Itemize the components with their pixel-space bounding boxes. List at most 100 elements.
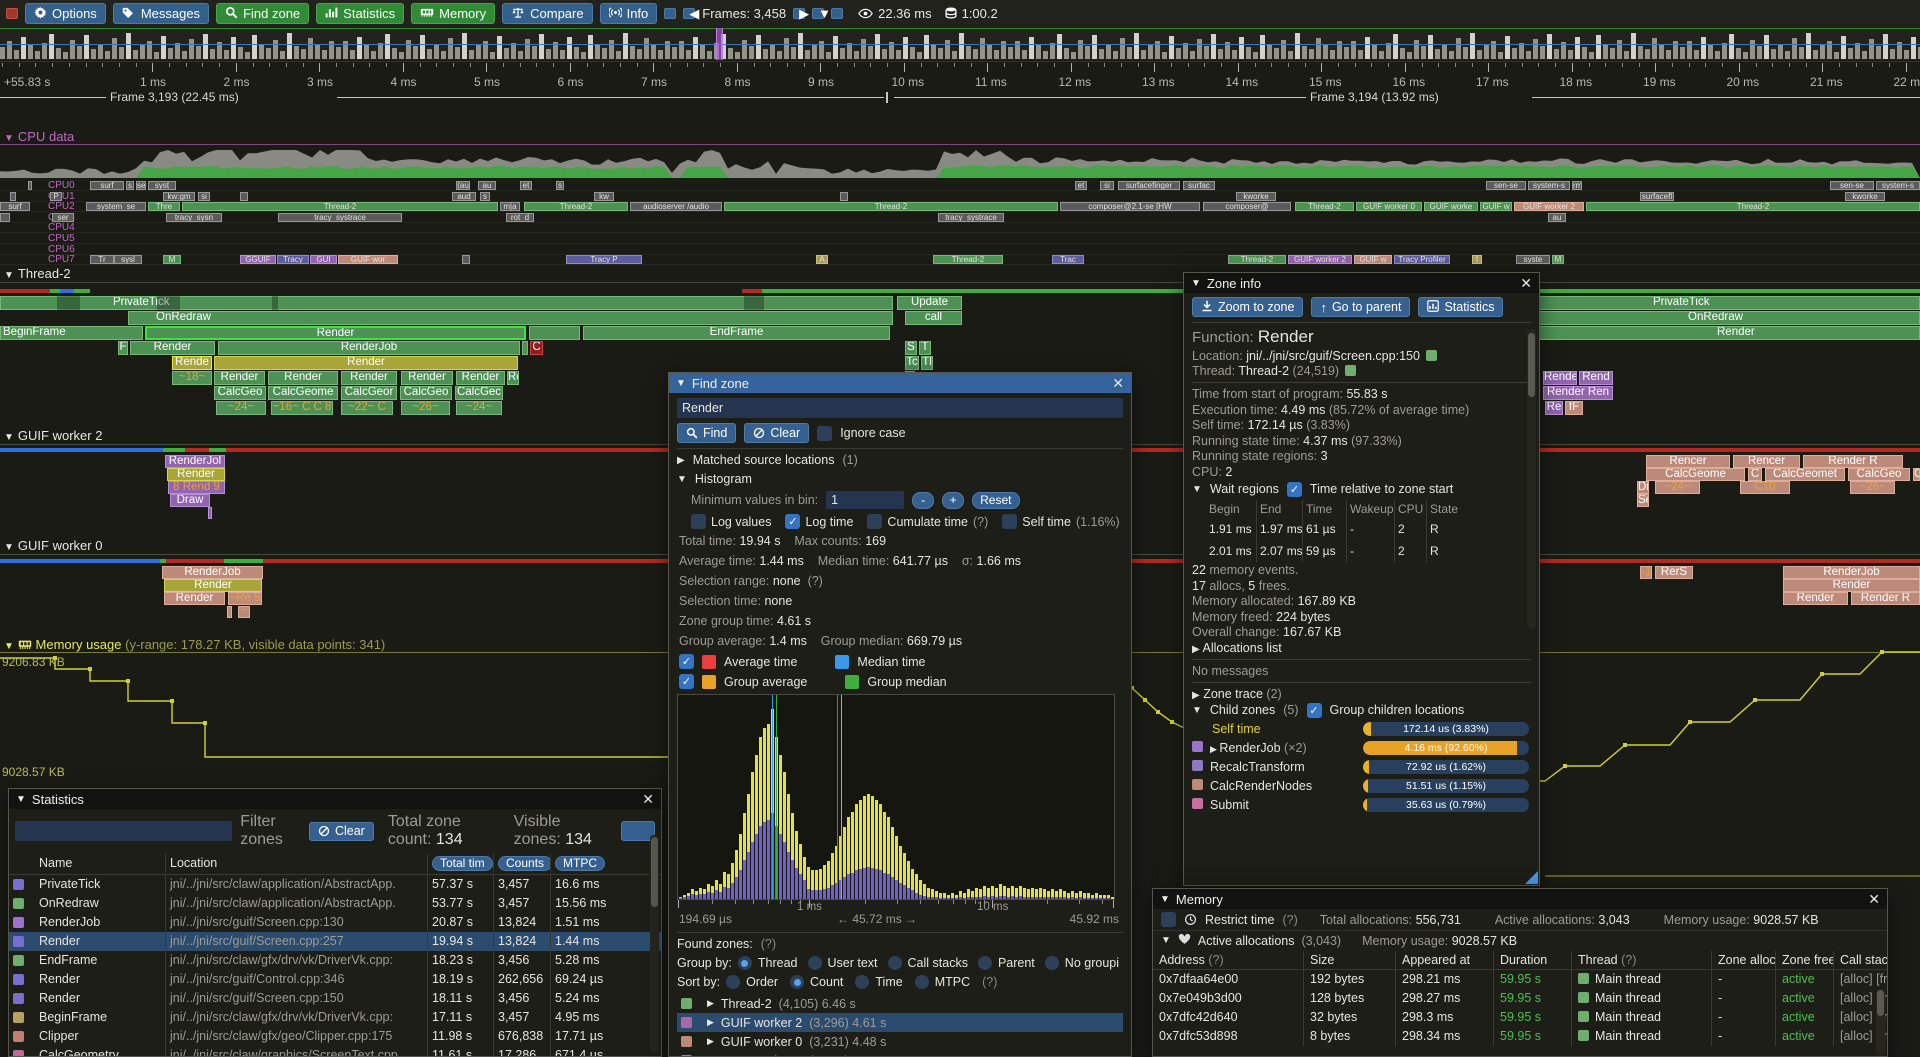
timeline-zone[interactable]: CalcGec: [455, 386, 503, 400]
cpu-zone[interactable]: Thread-2: [1295, 202, 1354, 212]
timeline-zone[interactable]: CalcGeomet: [1765, 468, 1845, 481]
timeline-zone[interactable]: Render: [167, 468, 225, 481]
clear-button[interactable]: Clear: [744, 423, 810, 443]
cpu-zone[interactable]: [28, 181, 32, 190]
frame-time-graph[interactable]: [0, 28, 1920, 60]
collapse-icon[interactable]: ▼: [1161, 935, 1171, 946]
timeline-zone[interactable]: EndFrame: [583, 326, 890, 340]
cpu-zone[interactable]: rm: [1572, 181, 1582, 190]
timeline-zone[interactable]: Tl: [921, 356, 933, 370]
timeline-zone[interactable]: ~26~: [401, 401, 450, 415]
cpu-zone[interactable]: surf: [0, 202, 30, 212]
cpu-zone[interactable]: Thread-2: [1586, 202, 1920, 212]
clear-filter-button[interactable]: Clear: [308, 821, 374, 841]
thread-header-thread-2[interactable]: ▼ Thread-2: [4, 266, 71, 281]
timeline-zone[interactable]: Render: [401, 371, 453, 385]
thread-header-guif-worker-2[interactable]: ▼ GUIF worker 2: [4, 428, 103, 443]
cpu-zone[interactable]: M: [163, 255, 181, 265]
timeline-zone[interactable]: CalcGeor: [341, 386, 397, 400]
found-zone-group[interactable]: ▶ GUIF worker 0 (3,231) 4.48 s: [677, 1032, 1123, 1051]
column-header-total[interactable]: Total tim: [427, 854, 493, 873]
column-header-duration[interactable]: Duration: [1493, 951, 1571, 970]
cpu-zone[interactable]: s: [126, 181, 134, 190]
cpu-zone[interactable]: se: [136, 181, 146, 190]
clipped-button[interactable]: [620, 821, 656, 841]
time-axis[interactable]: 1 ms 2 ms 3 ms 4 ms 5 ms 6 ms 7 ms 8 ms 9 ms 10 m…: [0, 61, 1920, 90]
cpu-zone[interactable]: rot_d: [506, 212, 534, 222]
timeline-zone[interactable]: PrivateTick: [0, 296, 893, 310]
cpu-zone[interactable]: GUIF worker 2: [1288, 255, 1352, 265]
compare-button[interactable]: Compare: [502, 3, 593, 24]
timeline-zone[interactable]: Dra: [1637, 481, 1649, 494]
cpu-zone[interactable]: surfacefinger: [1118, 181, 1180, 190]
collapse-icon[interactable]: ▼: [1191, 277, 1201, 289]
timeline-zone[interactable]: [529, 326, 580, 340]
cpu-zone[interactable]: I: [1472, 255, 1482, 265]
zone-trace[interactable]: ▶ Zone trace (2): [1192, 686, 1282, 701]
column-header-call-stack[interactable]: Call stack: [1833, 951, 1887, 970]
timeline-zone[interactable]: Re: [1545, 401, 1563, 415]
cpu-zone[interactable]: system-s: [1876, 181, 1920, 190]
log-values-checkbox[interactable]: [691, 514, 706, 529]
column-header-zone-free[interactable]: Zone free: [1775, 951, 1833, 970]
found-zone-group[interactable]: ▶ GUIF worker 2 (3,296) 4.61 s: [677, 1013, 1123, 1032]
cpu-zone[interactable]: M: [1552, 255, 1564, 265]
cpu-zone[interactable]: si: [1100, 181, 1114, 190]
timeline-zone[interactable]: CalcGeo: [214, 386, 266, 400]
cpu-zone[interactable]: kw: [594, 191, 614, 201]
cpu-zone[interactable]: Thread-2: [524, 202, 628, 212]
timeline-zone[interactable]: Render: [1783, 579, 1920, 592]
find-button[interactable]: Find: [677, 423, 737, 443]
found-zone-group[interactable]: ▶GUIF worker 1(3,192) 4.39 s: [677, 1051, 1123, 1056]
cpu-zone[interactable]: au: [1548, 212, 1566, 222]
cpu-zone[interactable]: GUI: [310, 255, 337, 265]
timeline-zone[interactable]: ~Re 5: [228, 592, 262, 605]
column-header-counts[interactable]: Counts: [493, 854, 550, 873]
column-header-mtpc[interactable]: MTPC: [550, 854, 629, 873]
find-zone-button[interactable]: Find zone: [216, 3, 310, 24]
memory-usage-header[interactable]: ▼ Memory usage (y-range: 178.27 KB, visi…: [4, 637, 386, 652]
go-to-parent-button[interactable]: ↑ Go to parent: [1311, 297, 1411, 317]
statistics-row[interactable]: Render jni/../jni/src/guif/Control.cpp:34…: [9, 970, 661, 989]
cpu-zone[interactable]: s: [556, 181, 564, 190]
cpu-zone[interactable]: Tracy: [277, 255, 309, 265]
timeline-zone[interactable]: Draw: [170, 494, 210, 507]
allocation-row[interactable]: 0x7dfc42d640 32 bytes 298.3 ms 59.95 s Main …: [1153, 1008, 1887, 1027]
column-header-appeared-at[interactable]: Appeared at: [1395, 951, 1493, 970]
cpu-zone[interactable]: s: [480, 191, 490, 201]
timeline-zone[interactable]: Update: [897, 296, 962, 310]
timeline-zone[interactable]: Render: [456, 371, 505, 385]
cpu-zone[interactable]: Thread-2: [1228, 255, 1286, 265]
timeline-zone[interactable]: Render: [1783, 592, 1848, 605]
zone-time-histogram[interactable]: [677, 694, 1115, 900]
cpu-zone[interactable]: GUIF worker 2: [1514, 202, 1584, 212]
time-relative-checkbox[interactable]: ✓: [1286, 481, 1302, 497]
timeline-zone[interactable]: ~: [238, 606, 250, 618]
cumulate-time-checkbox[interactable]: [867, 514, 883, 529]
group-by-radio-no-groupi[interactable]: [1044, 956, 1059, 970]
cpu-zone[interactable]: et: [1075, 181, 1087, 190]
cpu-zone[interactable]: sen-se: [1486, 181, 1526, 190]
cpu-zone[interactable]: GUIF worker 0: [1356, 202, 1422, 212]
cpu-zone[interactable]: Tracy P: [566, 255, 642, 265]
cpu-zone[interactable]: P: [50, 191, 62, 201]
frame-separator-row[interactable]: Frame 3,193 (22.45 ms) Frame 3,194 (13.92…: [0, 90, 1920, 105]
allocation-row[interactable]: 0x7e049b3d00 128 bytes 298.27 ms 59.95 s Mai…: [1153, 989, 1887, 1008]
allocations-table-header[interactable]: Address (?) Size Appeared at Duration Thread…: [1153, 951, 1887, 970]
cpu-zone[interactable]: sen-se: [1830, 181, 1874, 190]
timeline-zone[interactable]: ~24~: [456, 401, 502, 415]
thread-header-guif-worker-0[interactable]: ▼ GUIF worker 0: [4, 538, 103, 553]
cpu-zone[interactable]: kworke: [1236, 191, 1276, 201]
self-time-checkbox[interactable]: [1002, 514, 1018, 529]
timeline-zone[interactable]: ~18~: [172, 371, 212, 385]
cpu-zone[interactable]: ser: [52, 212, 74, 222]
statistics-table-header[interactable]: Name Location Total tim Counts MTPC: [9, 853, 661, 875]
cpu-zone[interactable]: surfac: [1183, 181, 1215, 190]
timeline-zone[interactable]: Render Ren: [1543, 386, 1613, 400]
log-time-checkbox[interactable]: ✓: [785, 514, 801, 529]
reset-button[interactable]: Reset: [972, 491, 1020, 509]
zone-info-titlebar[interactable]: ▼ Zone info ✕: [1184, 273, 1539, 293]
timeline-zone[interactable]: T: [919, 341, 931, 355]
statistics-row[interactable]: CalcGeometry jni/../jni/src/claw/graphics…: [9, 1046, 661, 1056]
child-zone-row[interactable]: Submit 35.63 us (0.79%): [1192, 796, 1531, 815]
